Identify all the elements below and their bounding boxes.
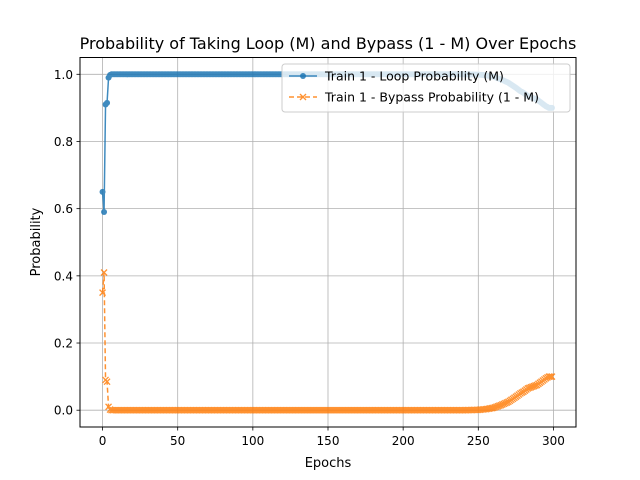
legend-loop-marker (300, 73, 306, 79)
y-tick-label: 0.0 (54, 404, 73, 418)
bypass-data-point (103, 378, 111, 386)
x-tick-label: 150 (317, 434, 340, 448)
y-tick-label: 1.0 (54, 68, 73, 82)
legend-bypass-label: Train 1 - Bypass Probability (1 - M) (324, 90, 539, 105)
x-tick-label: 50 (170, 434, 185, 448)
x-tick-label: 200 (392, 434, 415, 448)
x-tick-label: 100 (241, 434, 264, 448)
x-tick-label: 300 (542, 434, 565, 448)
y-tick-label: 0.4 (54, 269, 73, 283)
loop-data-point (104, 99, 111, 106)
x-tick-label: 0 (99, 434, 107, 448)
bypass-data-point (546, 373, 554, 381)
legend-bypass-marker (299, 93, 307, 101)
legend: Train 1 - Loop Probability (M) Train 1 -… (281, 63, 571, 113)
bypass-data-point (545, 373, 553, 381)
bypass-probability-series (99, 269, 556, 414)
loop-data-point (99, 188, 106, 195)
y-axis-ticks: 0.0 0.2 0.4 0.6 0.8 1.0 (54, 68, 80, 418)
y-axis-label: Probability (29, 207, 44, 276)
bypass-data-point (548, 373, 556, 381)
y-tick-label: 0.8 (54, 135, 73, 149)
legend-box (281, 63, 571, 113)
legend-loop-label: Train 1 - Loop Probability (M) (324, 69, 504, 84)
bypass-data-point (100, 269, 108, 276)
x-tick-label: 250 (467, 434, 490, 448)
y-tick-label: 0.2 (54, 337, 73, 351)
loop-data-point (101, 209, 108, 216)
y-tick-label: 0.6 (54, 202, 73, 216)
x-axis-label: Epochs (305, 456, 352, 471)
bypass-data-point (99, 289, 107, 297)
chart-title: Probability of Taking Loop (M) and Bypas… (80, 34, 577, 53)
x-axis-ticks: 0 50 100 150 200 250 300 (99, 427, 565, 448)
